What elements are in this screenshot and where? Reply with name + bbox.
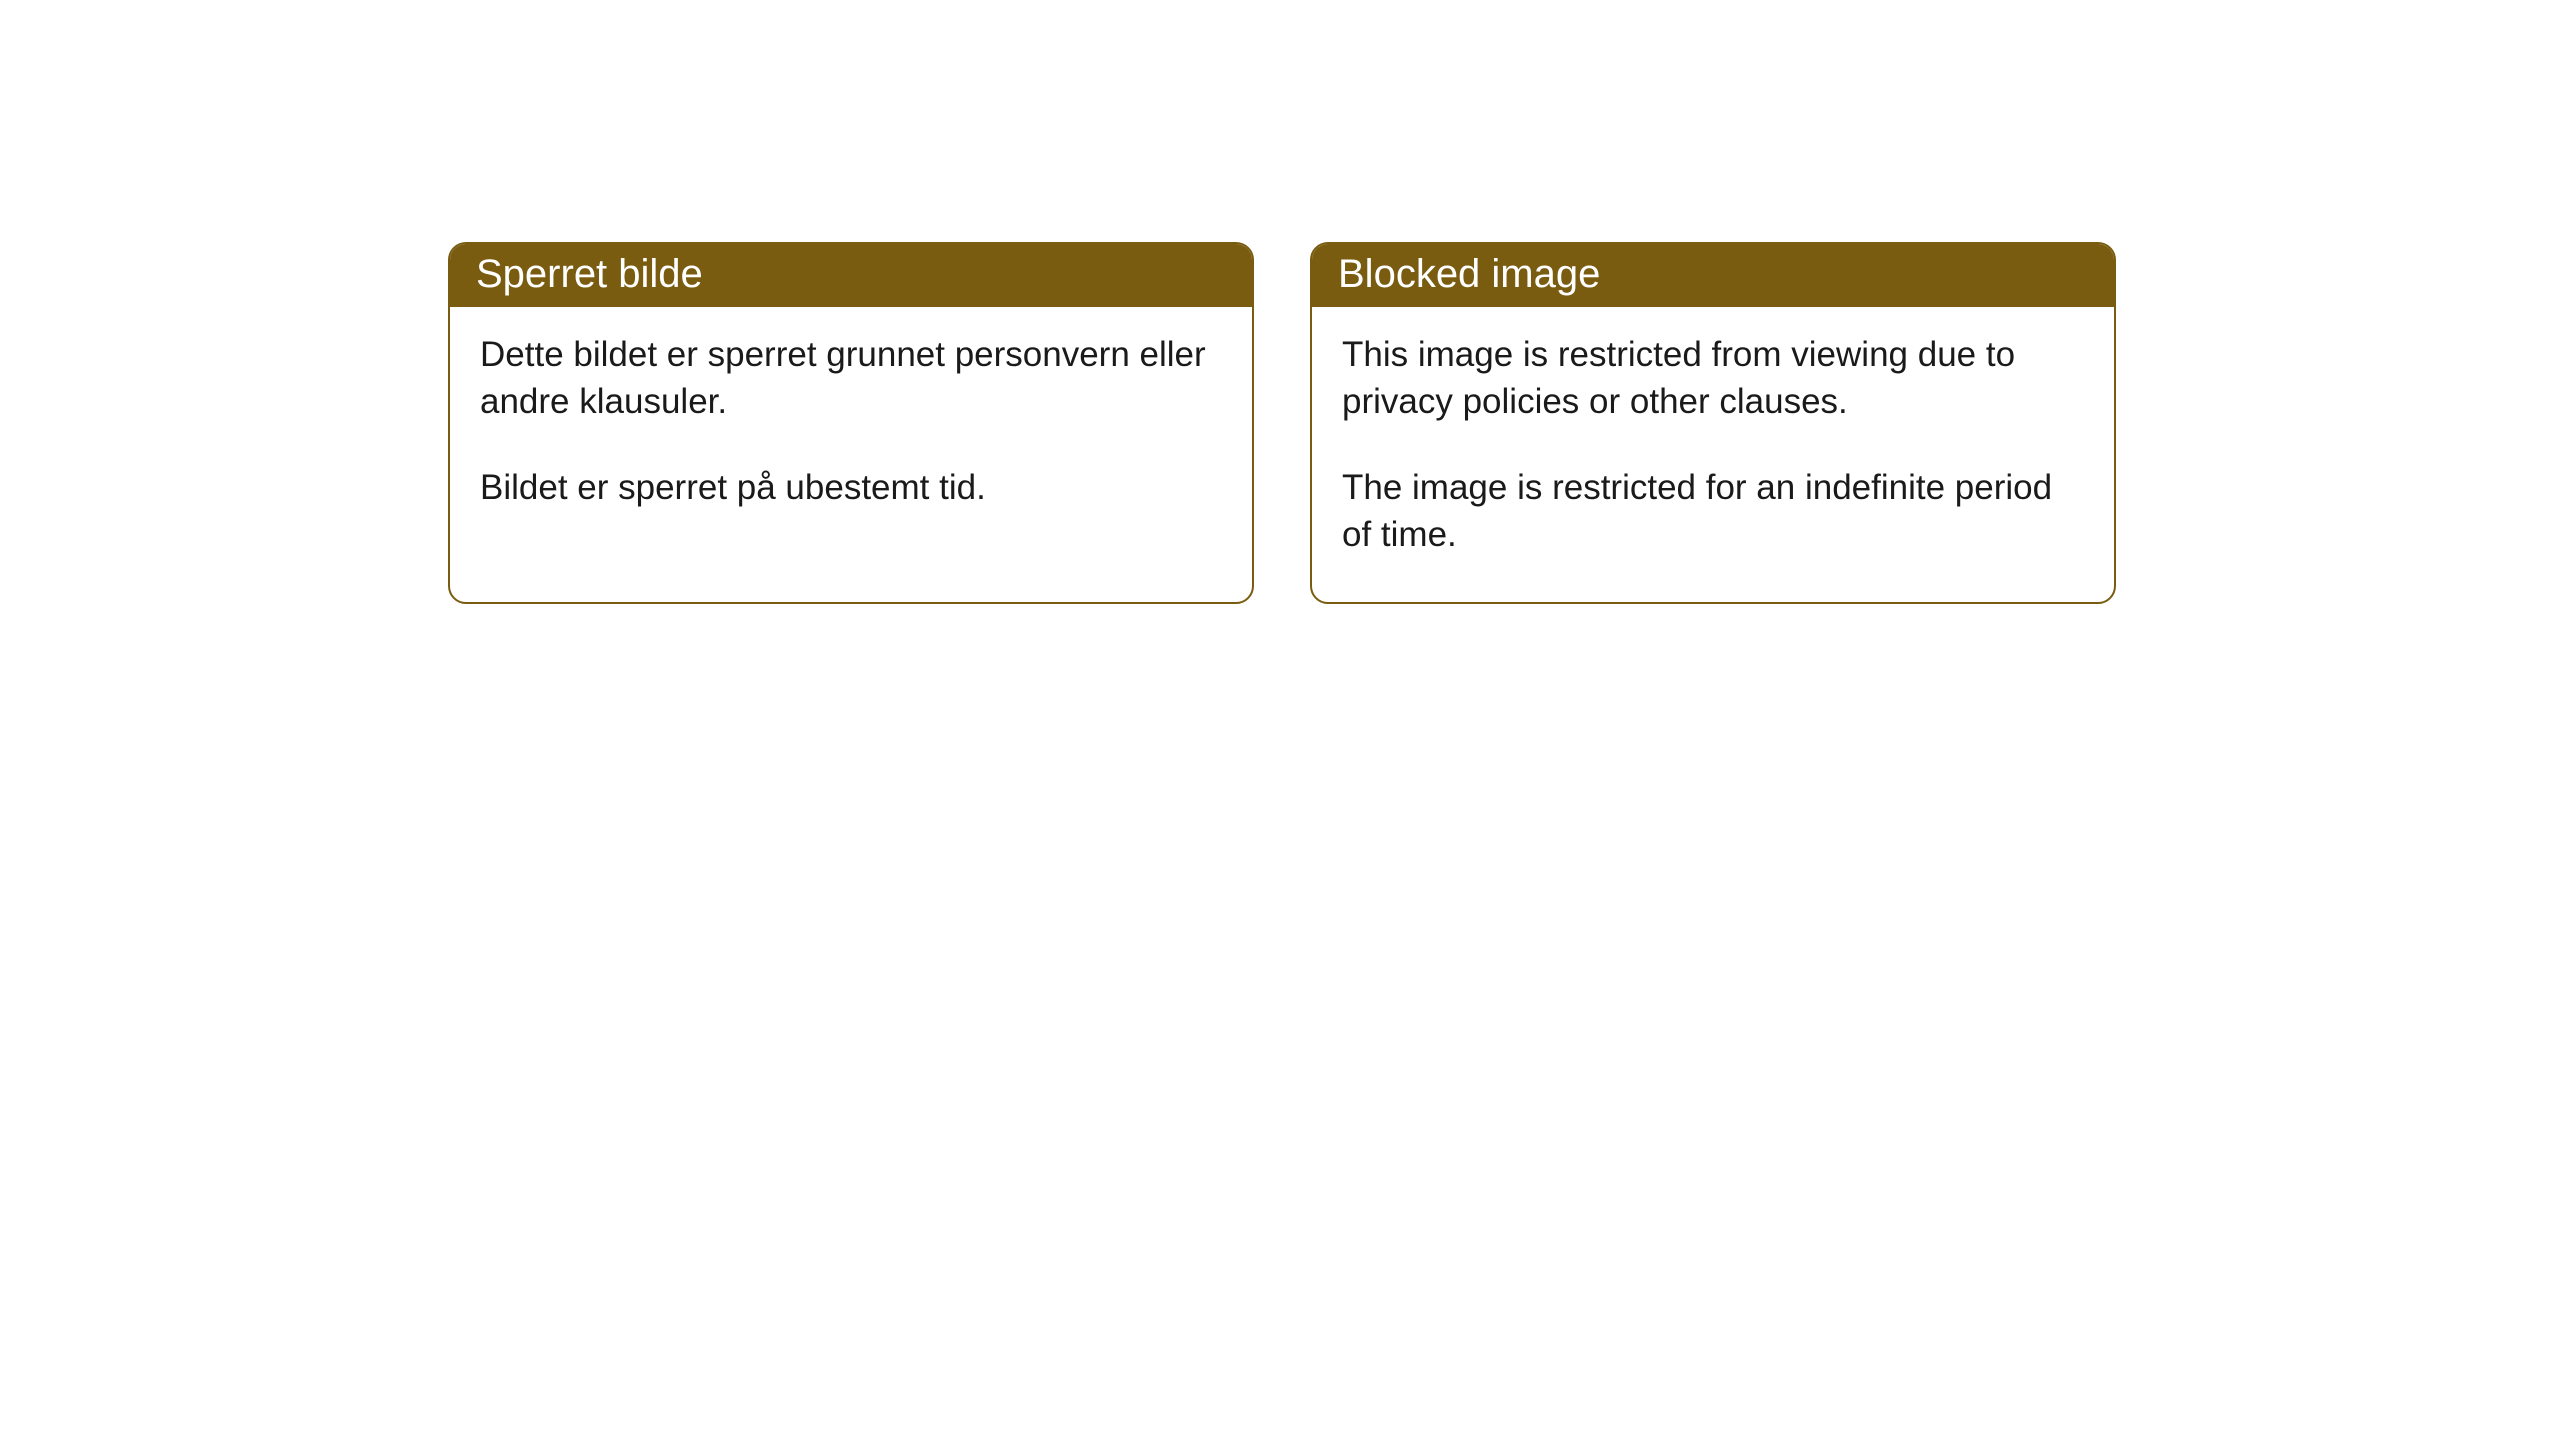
card-paragraph-no-2: Bildet er sperret på ubestemt tid. xyxy=(480,464,1222,511)
card-paragraph-no-1: Dette bildet er sperret grunnet personve… xyxy=(480,331,1222,426)
card-header-en: Blocked image xyxy=(1312,244,2114,307)
cards-container: Sperret bilde Dette bildet er sperret gr… xyxy=(0,0,2560,604)
card-body-en: This image is restricted from viewing du… xyxy=(1312,307,2114,602)
blocked-image-card-no: Sperret bilde Dette bildet er sperret gr… xyxy=(448,242,1254,604)
card-paragraph-en-1: This image is restricted from viewing du… xyxy=(1342,331,2084,426)
card-header-no: Sperret bilde xyxy=(450,244,1252,307)
card-body-no: Dette bildet er sperret grunnet personve… xyxy=(450,307,1252,555)
blocked-image-card-en: Blocked image This image is restricted f… xyxy=(1310,242,2116,604)
card-paragraph-en-2: The image is restricted for an indefinit… xyxy=(1342,464,2084,559)
